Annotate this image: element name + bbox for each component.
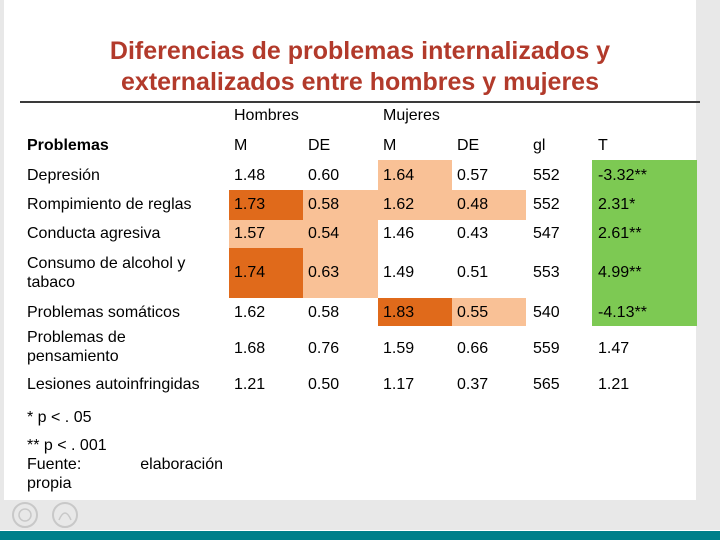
col-header-t: T: [598, 137, 608, 154]
cell-value: 0.57: [457, 167, 489, 184]
cell-value: 1.64: [383, 167, 415, 184]
cell-value: 540: [533, 304, 560, 321]
footer-logos: [10, 500, 90, 530]
note-source: Fuente: elaboración: [27, 455, 223, 474]
slide-border-bottom: [0, 500, 720, 530]
cell-value: 0.58: [308, 196, 340, 213]
highlight-alcohol-m-hombres: [229, 248, 303, 298]
cell-value: -3.32**: [598, 167, 647, 184]
note-source-label: Fuente:: [27, 456, 82, 473]
note-source-value: elaboración: [140, 456, 223, 473]
cell-value: 4.99**: [598, 264, 642, 281]
cell-value: 1.68: [234, 340, 266, 357]
highlight-reglas-m-hombres: [229, 190, 303, 220]
col-header-problemas: Problemas: [27, 137, 109, 154]
cell-value: 1.62: [234, 304, 266, 321]
col-header-de-mujeres: DE: [457, 137, 480, 154]
row-label: Depresión: [27, 167, 100, 184]
header-mujeres: Mujeres: [383, 107, 440, 124]
slide-border-right: [696, 0, 720, 500]
cell-value: 547: [533, 225, 560, 242]
cell-value: 1.47: [598, 340, 630, 357]
cell-value: 552: [533, 196, 560, 213]
highlight-agresiva-m-hombres: [229, 220, 303, 248]
cell-value: 0.48: [457, 196, 489, 213]
highlight-reglas-de-mujeres: [452, 190, 526, 220]
footer-bar: [0, 531, 720, 540]
cell-value: 1.49: [383, 264, 415, 281]
col-header-gl: gl: [533, 137, 546, 154]
highlight-somaticos-m-mujeres: [378, 298, 452, 326]
cell-value: 0.50: [308, 376, 340, 393]
table-notes: * p < . 05 ** p < . 001 Fuente: elaborac…: [27, 408, 227, 493]
cell-value: -4.13**: [598, 304, 647, 321]
row-label: Conducta agresiva: [27, 225, 161, 242]
cell-value: 1.21: [598, 376, 630, 393]
highlight-reglas-de-hombres: [303, 190, 378, 220]
cell-value: 1.48: [234, 167, 266, 184]
cell-value: 0.43: [457, 225, 489, 242]
highlight-agresiva-de-hombres: [303, 220, 378, 248]
cell-value: 1.46: [383, 225, 415, 242]
cell-value: 2.31*: [598, 196, 636, 213]
cell-value: 1.83: [383, 304, 415, 321]
row-label: Problemas somáticos: [27, 304, 180, 321]
cell-value: 0.54: [308, 225, 340, 242]
row-label: Problemas de pensamiento: [27, 329, 126, 365]
highlight-alcohol-de-hombres: [303, 248, 378, 298]
slide-title: Diferencias de problemas internalizados …: [20, 36, 700, 98]
col-header-de-hombres: DE: [308, 137, 331, 154]
cell-value: 0.51: [457, 264, 489, 281]
cell-value: 1.17: [383, 376, 415, 393]
title-line-2: externalizados entre hombres y mujeres: [121, 68, 599, 96]
highlight-reglas-m-mujeres: [378, 190, 452, 220]
cell-value: 1.59: [383, 340, 415, 357]
col-header-m-hombres: M: [234, 137, 248, 154]
cell-value: 552: [533, 167, 560, 184]
cell-value: 1.74: [234, 264, 266, 281]
institution-seal-icon: [12, 502, 78, 528]
cell-value: 0.60: [308, 167, 340, 184]
cell-value: 1.57: [234, 225, 266, 242]
cell-value: 559: [533, 340, 560, 357]
cell-value: 2.61**: [598, 225, 642, 242]
header-hombres: Hombres: [234, 107, 299, 124]
cell-value: 0.63: [308, 264, 340, 281]
title-divider: [20, 101, 700, 103]
slide-border-left: [0, 0, 4, 500]
title-line-1: Diferencias de problemas internalizados …: [109, 37, 611, 65]
note-source-value-2: propia: [27, 475, 72, 492]
highlight-depresion-m-mujeres: [378, 160, 452, 190]
cell-value: 1.62: [383, 196, 415, 213]
t-column-highlight: [592, 160, 697, 326]
cell-value: 1.73: [234, 196, 266, 213]
col-header-m-mujeres: M: [383, 137, 397, 154]
row-label: Rompimiento de reglas: [27, 196, 192, 213]
cell-value: 565: [533, 376, 560, 393]
cell-value: 0.55: [457, 304, 489, 321]
row-label: Consumo de alcohol y tabaco: [27, 255, 186, 291]
cell-value: 0.37: [457, 376, 489, 393]
cell-value: 553: [533, 264, 560, 281]
cell-value: 0.58: [308, 304, 340, 321]
cell-value: 0.66: [457, 340, 489, 357]
note-significance-001: ** p < . 001: [27, 437, 107, 454]
cell-value: 0.76: [308, 340, 340, 357]
cell-value: 1.21: [234, 376, 266, 393]
highlight-somaticos-de-mujeres: [452, 298, 526, 326]
row-label: Lesiones autoinfringidas: [27, 376, 200, 393]
note-significance-05: * p < . 05: [27, 409, 92, 426]
